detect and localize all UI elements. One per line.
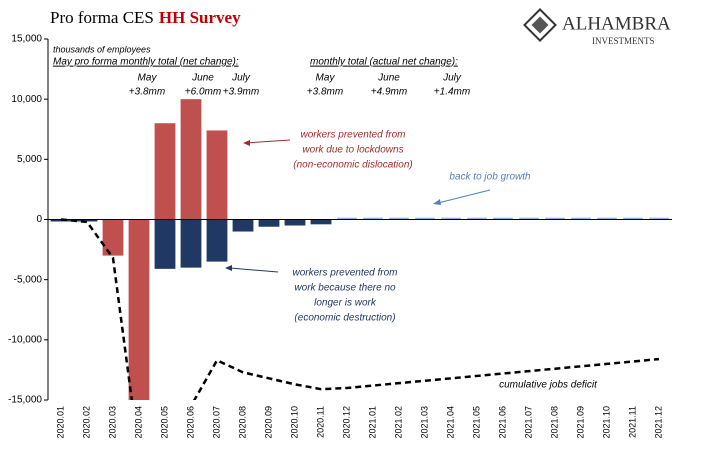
actual-month: June — [377, 73, 400, 84]
note-growth: back to job growth — [449, 172, 531, 183]
y-tick-label: 0 — [36, 214, 42, 225]
note-lockdown: workers prevented from — [300, 130, 405, 141]
arrow-head — [243, 140, 250, 146]
bar — [441, 217, 461, 220]
bar — [180, 99, 202, 220]
arrow-head — [433, 199, 441, 205]
y-tick-label: -15,000 — [8, 395, 42, 406]
actual-heading: monthly total (actual net change): — [310, 57, 458, 68]
note-destruction: work because there no — [294, 283, 396, 294]
x-tick-label: 2021.08 — [549, 406, 559, 439]
x-tick-label: 2020.09 — [263, 406, 273, 439]
x-tick-label: 2021.02 — [393, 406, 403, 439]
proforma-change: +3.8mm — [129, 87, 165, 98]
bar — [102, 219, 124, 256]
arrow-head — [225, 265, 232, 271]
x-tick-label: 2020.07 — [211, 406, 221, 439]
bar — [337, 217, 357, 220]
bar — [232, 219, 254, 232]
y-tick-label: 10,000 — [11, 94, 42, 105]
x-tick-label: 2020.05 — [159, 406, 169, 439]
chart-title: Pro forma CES HH Survey — [50, 8, 241, 27]
bar — [389, 217, 409, 220]
x-tick-label: 2021.05 — [471, 406, 481, 439]
bar — [310, 219, 332, 225]
bar — [623, 217, 643, 220]
x-tick-label: 2020.01 — [55, 406, 65, 439]
proforma-month: June — [191, 73, 214, 84]
x-tick-label: 2021.10 — [601, 406, 611, 439]
bar — [519, 217, 539, 220]
bar — [493, 217, 513, 220]
bar — [128, 219, 150, 400]
actual-change: +3.8mm — [307, 87, 343, 98]
note-lockdown: work due to lockdowns — [302, 145, 403, 156]
note-destruction: workers prevented from — [292, 268, 397, 279]
bar — [467, 217, 487, 220]
proforma-month: July — [231, 73, 251, 84]
proforma-change: +6.0mm — [185, 87, 221, 98]
x-tick-label: 2021.01 — [367, 406, 377, 439]
x-tick-label: 2020.12 — [341, 406, 351, 439]
title-text: Pro forma CES — [50, 8, 154, 27]
note-destruction: longer is work — [314, 298, 377, 309]
proforma-change: +3.9mm — [223, 87, 259, 98]
x-tick-label: 2021.12 — [653, 406, 663, 439]
actual-change: +4.9mm — [371, 87, 407, 98]
logo: ALHAMBRA INVESTMENTS — [523, 8, 671, 46]
y-tick-label: -10,000 — [8, 334, 42, 345]
x-tick-label: 2021.09 — [575, 406, 585, 439]
arrow — [229, 267, 279, 273]
x-tick-label: 2021.04 — [445, 406, 455, 439]
actual-change: +1.4mm — [434, 87, 470, 98]
proforma-month: May — [138, 73, 158, 84]
logo-tagline: INVESTMENTS — [592, 36, 655, 46]
bar — [284, 219, 306, 226]
x-tick-label: 2020.06 — [185, 406, 195, 439]
bar — [649, 217, 669, 220]
bar — [363, 217, 383, 220]
y-tick-label: 15,000 — [11, 34, 42, 45]
line — [60, 218, 660, 400]
bar — [545, 217, 565, 220]
bar — [180, 219, 202, 268]
y-tick-label: 5,000 — [17, 154, 42, 165]
note-deficit: cumulative jobs deficit — [499, 380, 598, 391]
x-tick-label: 2020.02 — [81, 406, 91, 439]
arrow — [437, 189, 491, 204]
bar — [206, 219, 228, 262]
x-tick-label: 2021.06 — [497, 406, 507, 439]
x-tick-label: 2020.10 — [289, 406, 299, 439]
bar — [571, 217, 591, 220]
unit-note: thousands of employees — [53, 44, 151, 54]
plot-area — [50, 99, 669, 400]
bar — [415, 217, 435, 220]
bar — [154, 123, 176, 220]
note-lockdown: (non-economic dislocation) — [293, 160, 413, 171]
bar — [258, 219, 280, 227]
logo-name: ALHAMBRA — [562, 13, 671, 34]
x-tick-label: 2021.11 — [627, 406, 637, 438]
arrow — [244, 139, 291, 144]
x-tick-label: 2021.03 — [419, 406, 429, 439]
bar — [154, 219, 176, 269]
note-destruction: (economic destruction) — [294, 313, 395, 324]
bar — [206, 130, 228, 220]
x-tick-label: 2021.07 — [523, 406, 533, 439]
x-tick-label: 2020.08 — [237, 406, 247, 439]
x-tick-label: 2020.04 — [133, 406, 143, 439]
title-highlight: HH Survey — [159, 8, 241, 27]
bar — [597, 217, 617, 220]
actual-month: May — [316, 73, 336, 84]
x-tick-label: 2020.03 — [107, 406, 117, 439]
bar — [76, 219, 98, 222]
actual-month: July — [442, 73, 462, 84]
x-tick-label: 2020.11 — [315, 406, 325, 438]
proforma-heading: May pro forma monthly total (net change)… — [53, 57, 239, 68]
y-tick-label: -5,000 — [14, 274, 43, 285]
